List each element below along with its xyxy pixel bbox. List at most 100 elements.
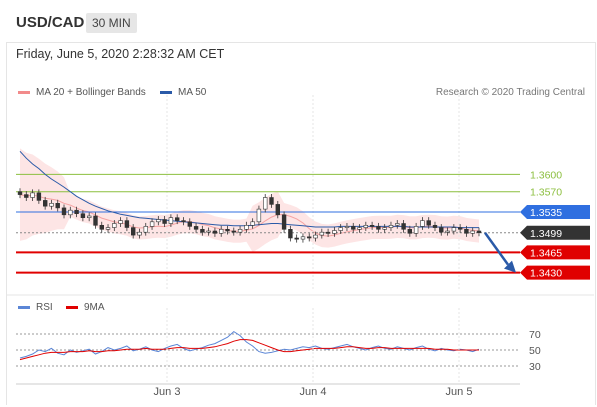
candle-body [87, 215, 92, 219]
candle-body [74, 209, 79, 214]
candle-body [212, 230, 218, 234]
candle-body [250, 221, 255, 226]
legend-label: RSI [36, 302, 53, 313]
level-label-1-3570: 1.3570 [530, 187, 562, 199]
candle-body [470, 230, 475, 234]
candle-body [168, 217, 174, 224]
candle-body [49, 203, 54, 207]
candle-body [382, 227, 387, 230]
rsi-9ma-line [19, 339, 479, 361]
candle-body [426, 220, 431, 226]
candle-body [105, 227, 111, 230]
candle-body [137, 231, 142, 236]
candle-body [413, 226, 419, 234]
legend-label: MA 20 + Bollinger Bands [36, 87, 146, 98]
candle-body [344, 226, 350, 228]
candle-body [357, 227, 362, 230]
rsi-level-label: 30 [529, 361, 541, 373]
candle-body [351, 226, 356, 230]
candle-body [55, 203, 60, 209]
legend-ma20-bollinger: MA 20 + Bollinger Bands [18, 87, 146, 98]
level-label-1-3600: 1.3600 [530, 169, 562, 181]
candle-body [24, 194, 29, 198]
candle-body [332, 230, 337, 234]
candle-body [319, 231, 324, 236]
candle-body [99, 225, 105, 230]
candle-body [439, 227, 444, 233]
candle-body [17, 191, 23, 195]
candle-body [281, 214, 287, 230]
candle-body [124, 220, 130, 228]
legend-ma50: MA 50 [160, 87, 206, 98]
candle-body [175, 217, 180, 221]
candle-body [363, 225, 368, 228]
candle-body [187, 221, 192, 227]
projection-arrow-head [504, 260, 516, 273]
candle-body [61, 207, 67, 216]
candle-body [376, 226, 381, 230]
candle-body [68, 209, 73, 216]
level-label-1-3430: 1.3430 [530, 268, 562, 280]
candle-body [143, 226, 148, 233]
legend-swatch [160, 91, 172, 94]
candle-body [80, 213, 86, 218]
timeframe-badge[interactable]: 30 MIN [86, 13, 137, 33]
candle-body [476, 230, 482, 234]
x-tick-label: Jun 4 [300, 386, 327, 398]
legend-swatch [18, 91, 30, 94]
chart-datetime: Friday, June 5, 2020 2:28:32 AM CET [16, 47, 225, 61]
legend-rsi: RSI [18, 302, 53, 313]
x-tick-label: Jun 5 [446, 386, 473, 398]
candle-body [395, 223, 400, 226]
candle-body [388, 225, 394, 228]
candle-body [149, 221, 155, 227]
candle-body [262, 197, 268, 210]
level-tag-1-3535 [520, 204, 590, 219]
candle-body [30, 192, 35, 198]
candle-body [237, 229, 243, 233]
candle-body [369, 225, 375, 227]
candle-body [162, 219, 167, 224]
legend-swatch [18, 306, 30, 309]
candle-body [338, 227, 343, 231]
legend-label: 9MA [84, 302, 105, 313]
candle-body [451, 227, 457, 232]
candle-body [269, 197, 274, 205]
candle-body [457, 227, 463, 230]
level-label-1-3535: 1.3535 [530, 207, 562, 219]
candle-body [206, 230, 211, 233]
level-tag-1-3499 [520, 225, 590, 240]
rsi-level-label: 70 [529, 329, 541, 341]
candle-body [306, 236, 312, 239]
candle-body [181, 220, 186, 223]
candle-body [231, 230, 236, 233]
candle-body [156, 219, 161, 223]
candle-body [93, 215, 98, 226]
candle-body [131, 227, 136, 236]
currency-pair-title: USD/CAD [16, 14, 85, 31]
candle-body [219, 229, 224, 234]
candle-body [112, 223, 117, 228]
legend-label: MA 50 [178, 87, 207, 98]
candle-body [432, 225, 438, 228]
candle-body [244, 225, 249, 230]
candle-body [464, 229, 469, 234]
legend-swatch [66, 306, 78, 309]
candle-body [288, 229, 293, 239]
candle-body [420, 220, 425, 227]
level-tag-1-3465 [520, 245, 590, 260]
candle-body [225, 229, 230, 232]
level-tag-1-3430 [520, 265, 590, 280]
candle-body [118, 220, 123, 224]
candle-body [42, 200, 48, 207]
candle-body [193, 226, 199, 230]
chart-header: USD/CAD 30 MIN [0, 0, 597, 44]
candle-body [300, 236, 306, 240]
copyright-text: Research © 2020 Trading Central [435, 87, 585, 98]
candle-body [275, 204, 280, 216]
candle-body [256, 208, 262, 223]
level-label-1-3465: 1.3465 [530, 247, 562, 259]
candle-body [200, 229, 205, 233]
rsi-level-label: 50 [529, 345, 541, 357]
candle-body [407, 229, 412, 234]
